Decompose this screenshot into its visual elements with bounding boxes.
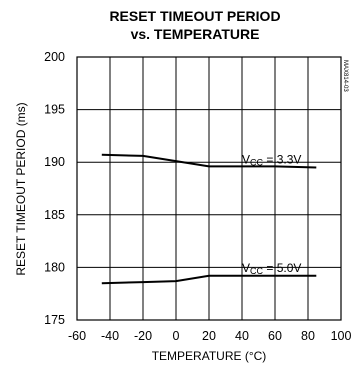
x-tick-label: 80 [301,329,315,343]
x-tick-label: -20 [134,329,152,343]
x-tick-label: 0 [173,329,180,343]
series-group: VCC = 3.3V VCC = 5.0V [101,152,317,285]
x-tick-label: -40 [101,329,119,343]
series-label-1: VCC = 3.3V [242,152,301,167]
chart-title-line1: RESET TIMEOUT PERIOD [109,8,280,24]
y-axis-label: RESET TIMEOUT PERIOD (ms) [14,102,28,275]
tick-labels: -60 -40 -20 0 20 40 60 80 100 175 180 185 190 195 200 [44,50,351,343]
y-tick-label: 200 [44,50,65,64]
plot-frame [76,56,342,321]
axes [76,56,342,321]
series-label-2: VCC = 5.0V [242,261,301,276]
series-line-1 [101,153,317,169]
y-tick-label: 190 [44,155,65,169]
y-tick-label: 185 [44,208,65,222]
x-tick-label: -60 [68,329,86,343]
series-line-2 [101,274,317,285]
y-tick-label: 180 [44,260,65,274]
chart-title-line2: vs. TEMPERATURE [131,26,260,42]
y-tick-label: 175 [44,313,65,327]
x-tick-label: 60 [268,329,282,343]
figure-code: MAX814-03 [342,60,348,92]
grid [77,57,341,320]
x-axis-label: TEMPERATURE (°C) [152,349,267,363]
x-tick-label: 100 [331,329,352,343]
y-tick-label: 195 [44,103,65,117]
x-tick-label: 40 [235,329,249,343]
x-tick-label: 20 [202,329,216,343]
